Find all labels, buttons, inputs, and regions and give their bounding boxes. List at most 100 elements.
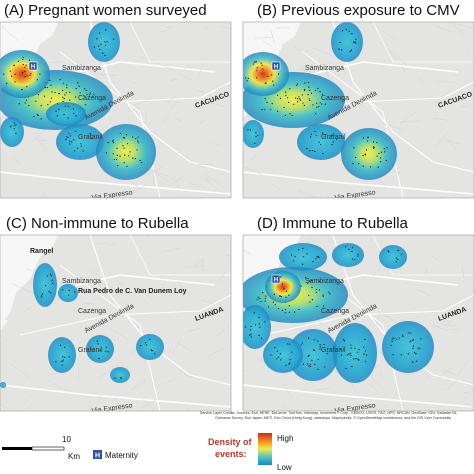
event-dot bbox=[260, 300, 262, 303]
event-dot bbox=[317, 340, 319, 342]
event-dot bbox=[288, 343, 291, 345]
event-dot bbox=[128, 155, 130, 157]
event-dot bbox=[11, 75, 13, 77]
event-dot bbox=[269, 108, 272, 111]
event-dot bbox=[112, 142, 115, 144]
event-dot bbox=[354, 258, 356, 261]
event-dot bbox=[301, 342, 303, 344]
event-dot bbox=[261, 64, 263, 66]
event-dot bbox=[114, 377, 116, 379]
street bbox=[153, 174, 155, 185]
street bbox=[186, 328, 201, 332]
panel-border bbox=[242, 21, 474, 199]
event-dot bbox=[296, 101, 299, 103]
street bbox=[205, 176, 211, 183]
road bbox=[19, 294, 231, 336]
event-dot bbox=[13, 64, 15, 67]
event-dot bbox=[37, 94, 40, 96]
event-dot bbox=[69, 143, 71, 145]
event-dot bbox=[391, 340, 393, 342]
event-dot bbox=[287, 101, 290, 104]
street bbox=[145, 166, 163, 176]
event-dot bbox=[395, 338, 398, 341]
event-dot bbox=[311, 286, 313, 288]
event-dot bbox=[345, 28, 347, 30]
event-dot bbox=[279, 295, 281, 297]
event-dot bbox=[310, 279, 312, 282]
street bbox=[124, 407, 132, 411]
street bbox=[243, 321, 244, 322]
event-dot bbox=[362, 137, 365, 139]
event-dot bbox=[412, 345, 414, 347]
event-dot bbox=[258, 334, 260, 336]
event-dot bbox=[407, 353, 409, 355]
street bbox=[148, 168, 168, 181]
density-blob bbox=[136, 334, 164, 360]
event-dot bbox=[419, 347, 421, 350]
street bbox=[435, 131, 448, 147]
event-dot bbox=[120, 377, 122, 380]
event-dot bbox=[15, 132, 17, 134]
event-dot bbox=[326, 353, 328, 355]
event-dot bbox=[264, 82, 266, 84]
event-dot bbox=[287, 97, 289, 99]
street bbox=[209, 102, 224, 107]
street bbox=[262, 40, 273, 47]
maternity-icon-text: H bbox=[95, 453, 100, 460]
event-dot bbox=[255, 69, 258, 72]
event-dot bbox=[372, 146, 375, 148]
event-dot bbox=[295, 84, 298, 87]
event-dot bbox=[117, 164, 119, 167]
event-dot bbox=[122, 145, 124, 147]
event-dot bbox=[342, 339, 345, 341]
road bbox=[243, 384, 474, 408]
street bbox=[174, 117, 182, 122]
event-dot bbox=[289, 113, 291, 115]
event-dot bbox=[315, 102, 318, 104]
event-dot bbox=[362, 154, 364, 157]
event-dot bbox=[412, 361, 414, 364]
event-dot bbox=[276, 94, 279, 96]
event-dot bbox=[255, 324, 257, 326]
event-dot bbox=[319, 91, 321, 93]
event-dot bbox=[255, 132, 257, 134]
street bbox=[166, 348, 172, 357]
event-dot bbox=[315, 89, 317, 92]
event-dot bbox=[291, 114, 293, 116]
event-dot bbox=[267, 75, 269, 78]
street bbox=[214, 324, 230, 339]
event-dot bbox=[285, 290, 288, 292]
event-dot bbox=[137, 136, 139, 139]
event-dot bbox=[58, 93, 61, 95]
street bbox=[47, 372, 58, 377]
place-label: Sambizanga bbox=[305, 65, 344, 72]
event-dot bbox=[323, 343, 325, 346]
place-label: Cazenga bbox=[78, 308, 106, 315]
event-dot bbox=[292, 103, 295, 105]
street bbox=[463, 390, 474, 394]
event-dot bbox=[397, 258, 399, 261]
event-dot bbox=[318, 105, 320, 108]
event-dot bbox=[64, 356, 66, 358]
event-dot bbox=[244, 326, 247, 328]
event-dot bbox=[67, 136, 69, 139]
density-blob bbox=[333, 323, 377, 383]
road bbox=[262, 294, 474, 336]
street bbox=[150, 169, 169, 177]
street bbox=[158, 283, 165, 294]
panel-border bbox=[0, 21, 232, 199]
street bbox=[243, 166, 250, 171]
street bbox=[128, 80, 136, 84]
event-dot bbox=[292, 260, 295, 262]
street bbox=[109, 328, 129, 340]
density-blob bbox=[382, 321, 434, 373]
street bbox=[436, 80, 457, 83]
event-dot bbox=[98, 45, 100, 47]
event-dot bbox=[400, 253, 402, 256]
street bbox=[293, 45, 300, 52]
event-dot bbox=[277, 73, 280, 75]
event-dot bbox=[364, 350, 367, 352]
street bbox=[313, 47, 334, 57]
density-blob bbox=[56, 124, 104, 160]
event-dot bbox=[348, 30, 350, 32]
